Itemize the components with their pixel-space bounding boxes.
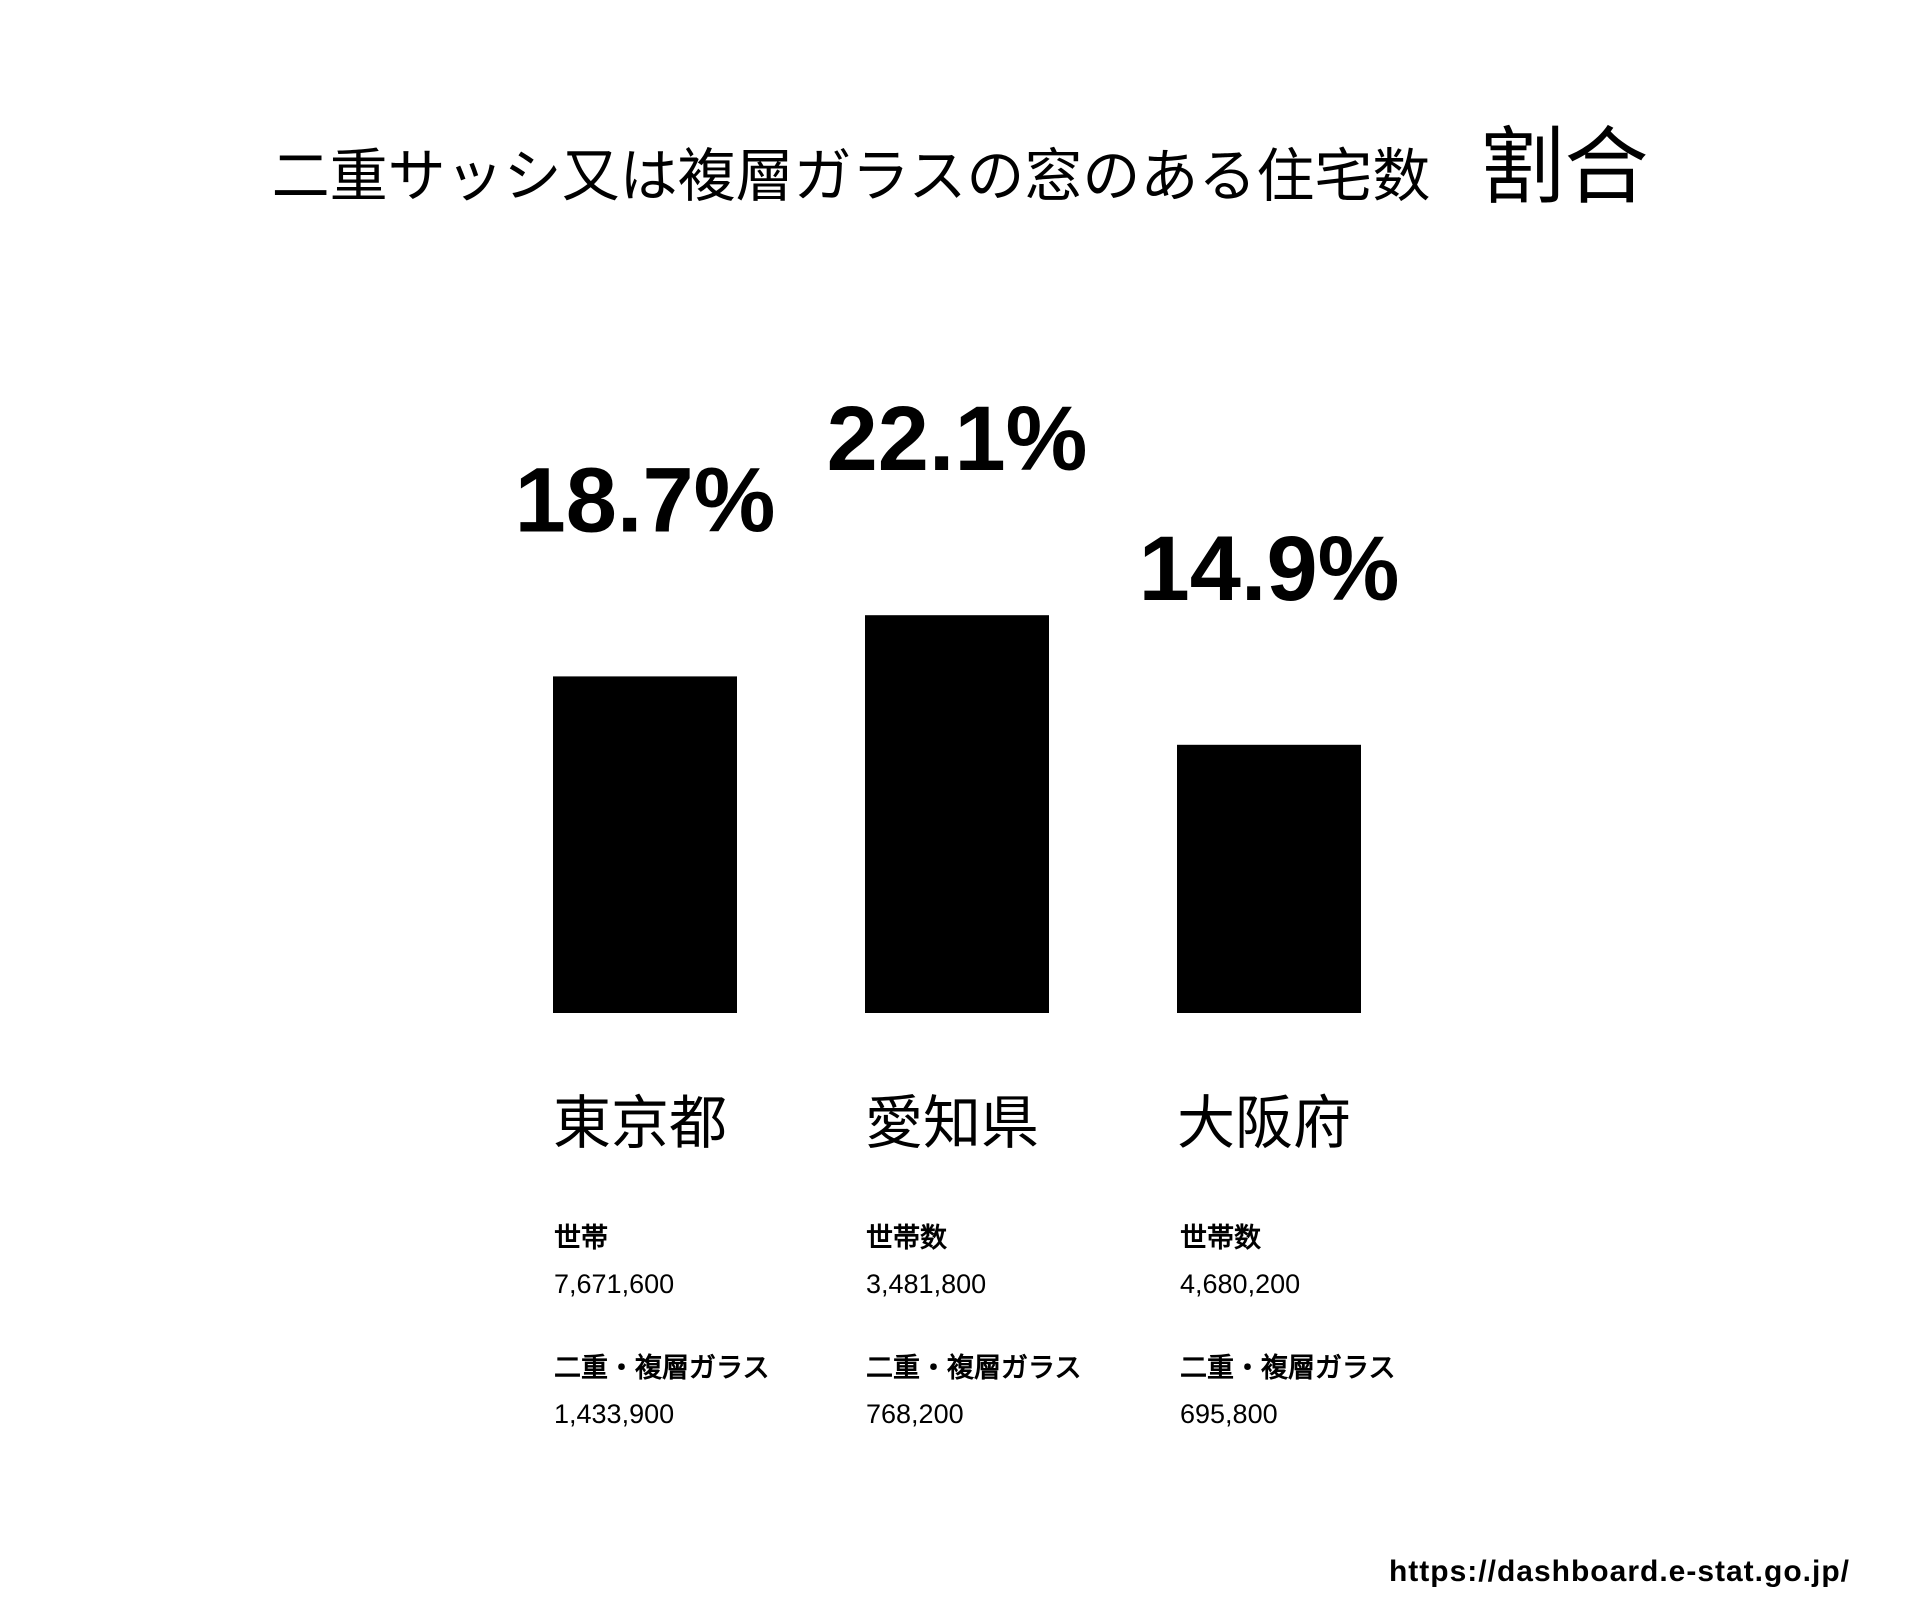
category-label-2: 大阪府 <box>1177 1089 1351 1157</box>
value-label-1: 22.1% <box>827 388 1088 490</box>
glass-label: 二重・複層ガラス <box>1180 1353 1396 1383</box>
bar-chart: 18.7% 東京都 22.1% 愛知県 14.9% 大阪府 <box>515 388 1400 1157</box>
glass-value: 1,433,900 <box>554 1399 675 1429</box>
bar-1 <box>865 615 1049 1013</box>
title-main: 二重サッシ又は複層ガラスの窓のある住宅数 <box>271 142 1431 210</box>
value-label-2: 14.9% <box>1139 518 1400 620</box>
glass-label: 二重・複層ガラス <box>866 1353 1082 1383</box>
source-url: https://dashboard.e-stat.go.jp/ <box>1388 1555 1850 1588</box>
bar-2 <box>1177 744 1361 1013</box>
detail-block-aichi: 世帯数 3,481,800 二重・複層ガラス 768,200 <box>866 1220 1186 1432</box>
glass-value: 768,200 <box>866 1399 964 1429</box>
households-value: 3,481,800 <box>866 1269 987 1299</box>
category-label-1: 愛知県 <box>865 1089 1039 1157</box>
households-value: 7,671,600 <box>554 1269 675 1299</box>
chart-title: 二重サッシ又は複層ガラスの窓のある住宅数 割合 <box>0 100 1920 221</box>
glass-label: 二重・複層ガラス <box>554 1353 770 1383</box>
glass-value: 695,800 <box>1180 1399 1278 1429</box>
bar-0 <box>553 676 737 1013</box>
households-label: 世帯 <box>554 1223 608 1253</box>
households-label: 世帯数 <box>1180 1223 1261 1253</box>
detail-block-tokyo: 世帯 7,671,600 二重・複層ガラス 1,433,900 <box>554 1220 874 1432</box>
value-label-0: 18.7% <box>515 449 776 551</box>
detail-block-osaka: 世帯数 4,680,200 二重・複層ガラス 695,800 <box>1180 1220 1500 1432</box>
title-subtitle: 割合 <box>1480 118 1649 216</box>
category-label-0: 東京都 <box>553 1089 727 1157</box>
households-label: 世帯数 <box>866 1223 947 1253</box>
households-value: 4,680,200 <box>1180 1269 1301 1299</box>
